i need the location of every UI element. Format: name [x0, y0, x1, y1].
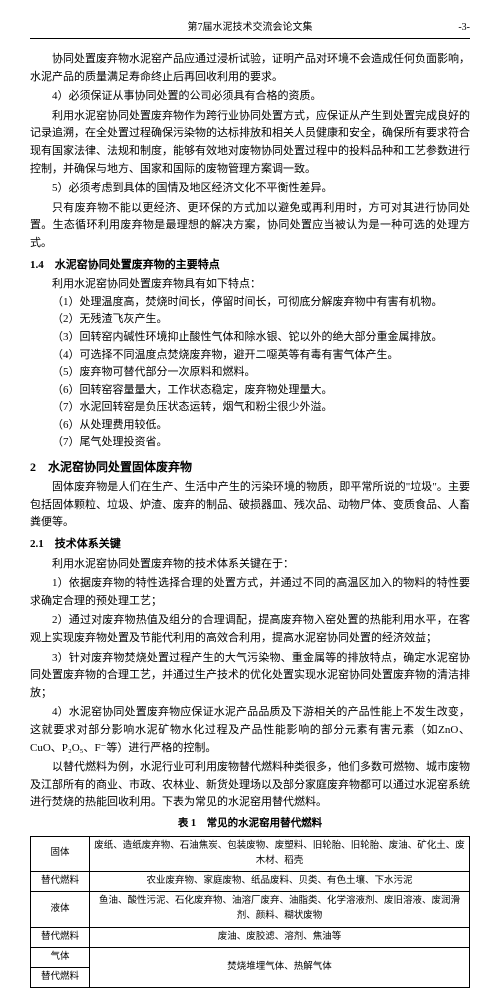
- paragraph: 4）水泥窑协同处置废弃物应保证水泥产品品质及下游相关的产品性能上不发生改变，这就…: [30, 704, 470, 757]
- list-item: （6）从处理费用较低。: [30, 417, 470, 435]
- table-row: 替代燃料 农业废弃物、家庭废物、纸品废料、贝类、有色土壤、下水污泥: [31, 872, 470, 892]
- table-caption: 表 1 常见的水泥窑用替代燃料: [30, 816, 470, 833]
- list-item: （7）尾气处理投资省。: [30, 434, 470, 452]
- section-heading: 2 水泥窑协同处置固体废弃物: [30, 458, 470, 477]
- paragraph: 利用水泥窑协同处置废弃物作为跨行业协同处置方式，应保证从产生到处置完成良好的记录…: [30, 108, 470, 178]
- list-item: （7）水泥回转窑是负压状态运转，烟气和粉尘很少外溢。: [30, 399, 470, 417]
- table-cell: 替代燃料: [31, 968, 90, 988]
- table-cell: 替代燃料: [31, 872, 90, 892]
- table-cell: 气体: [31, 947, 90, 967]
- section-heading: 2.1 技术体系关键: [30, 536, 470, 554]
- paragraph: 3）针对废弃物焚烧处置过程产生的大气污染物、重金属等的排放特点，确定水泥窑协同处…: [30, 650, 470, 703]
- page-header: 第7届水泥技术交流会论文集 -3-: [30, 20, 470, 39]
- table-row: 替代燃料 废油、废胶滤、溶剂、焦油等: [31, 927, 470, 947]
- paragraph: 固体废弃物是人们在生产、生活中产生的污染环境的物质，即平常所说的"垃圾"。主要包…: [30, 479, 470, 532]
- table-cell: 废纸、造纸废弃物、石油焦炭、包装废物、废塑料、旧轮胎、旧轮胎、废油、矿化土、废木…: [90, 836, 470, 871]
- paragraph: 2）通过对废弃物热值及组分的合理调配，提高废弃物入窑处置的热能利用水平，在客观上…: [30, 612, 470, 647]
- table-cell: 废油、废胶滤、溶剂、焦油等: [90, 927, 470, 947]
- list-item: （6）回转窑容量量大，工作状态稳定，废弃物处理量大。: [30, 382, 470, 400]
- list-item: （2）无残渣飞灰产生。: [30, 311, 470, 329]
- page-number: -3-: [458, 20, 470, 36]
- table-cell: 鱼油、酸性污泥、石化废弃物、油溶厂废弃、油脂类、化学溶液剂、废旧溶液、废润滑剂、…: [90, 892, 470, 927]
- section-heading: 1.4 水泥窑协同处置废弃物的主要特点: [30, 257, 470, 275]
- list-item: （3）回转窑内碱性环境抑止酸性气体和除水银、铊以外的绝大部分重金属排放。: [30, 329, 470, 347]
- table-cell: 农业废弃物、家庭废物、纸品废料、贝类、有色土壤、下水污泥: [90, 872, 470, 892]
- list-item: （5）废弃物可替代部分一次原料和燃料。: [30, 364, 470, 382]
- table-cell: 固体: [31, 836, 90, 871]
- paragraph: 利用水泥窑协同处置废弃物的技术体系关键在于：: [30, 556, 470, 574]
- table-cell: 液体: [31, 892, 90, 927]
- list-item: （1）处理温度高，焚烧时间长，停留时间长，可彻底分解废弃物中有害有机物。: [30, 294, 470, 312]
- paragraph: 协同处置废弃物水泥窑产品应通过浸析试验，证明产品对环境不会造成任何负面影响，水泥…: [30, 51, 470, 86]
- list-item: （4）可选择不同温度点焚烧废弃物，避开二噁英等有毒有害气体产生。: [30, 347, 470, 365]
- header-title: 第7届水泥技术交流会论文集: [188, 22, 313, 33]
- paragraph: 利用水泥窑协同处置废弃物具有如下特点：: [30, 276, 470, 294]
- paragraph: 4）必须保证从事协同处置的公司必须具有合格的资质。: [30, 88, 470, 106]
- paragraph: 5）必须考虑到具体的国情及地区经济文化不平衡性差异。: [30, 180, 470, 198]
- table-row: 气体 焚烧堆埋气体、热解气体: [31, 947, 470, 967]
- paragraph: 只有废弃物不能以更经济、更环保的方式加以避免或再利用时，方可对其进行协同处置。生…: [30, 200, 470, 253]
- table-cell: 替代燃料: [31, 927, 90, 947]
- table-cell: 焚烧堆埋气体、热解气体: [90, 947, 470, 987]
- table-row: 固体 废纸、造纸废弃物、石油焦炭、包装废物、废塑料、旧轮胎、旧轮胎、废油、矿化土…: [31, 836, 470, 871]
- fuel-table: 表 1 常见的水泥窑用替代燃料 固体 废纸、造纸废弃物、石油焦炭、包装废物、废塑…: [30, 816, 470, 988]
- paragraph: 1）依据废弃物的特性选择合理的处置方式，并通过不同的高温区加入的物料的特性要求确…: [30, 575, 470, 610]
- table-row: 液体 鱼油、酸性污泥、石化废弃物、油溶厂废弃、油脂类、化学溶液剂、废旧溶液、废润…: [31, 892, 470, 927]
- paragraph: 以替代燃料为例，水泥行业可利用废物替代燃料种类很多，他们多数可燃物、城市废物及江…: [30, 759, 470, 812]
